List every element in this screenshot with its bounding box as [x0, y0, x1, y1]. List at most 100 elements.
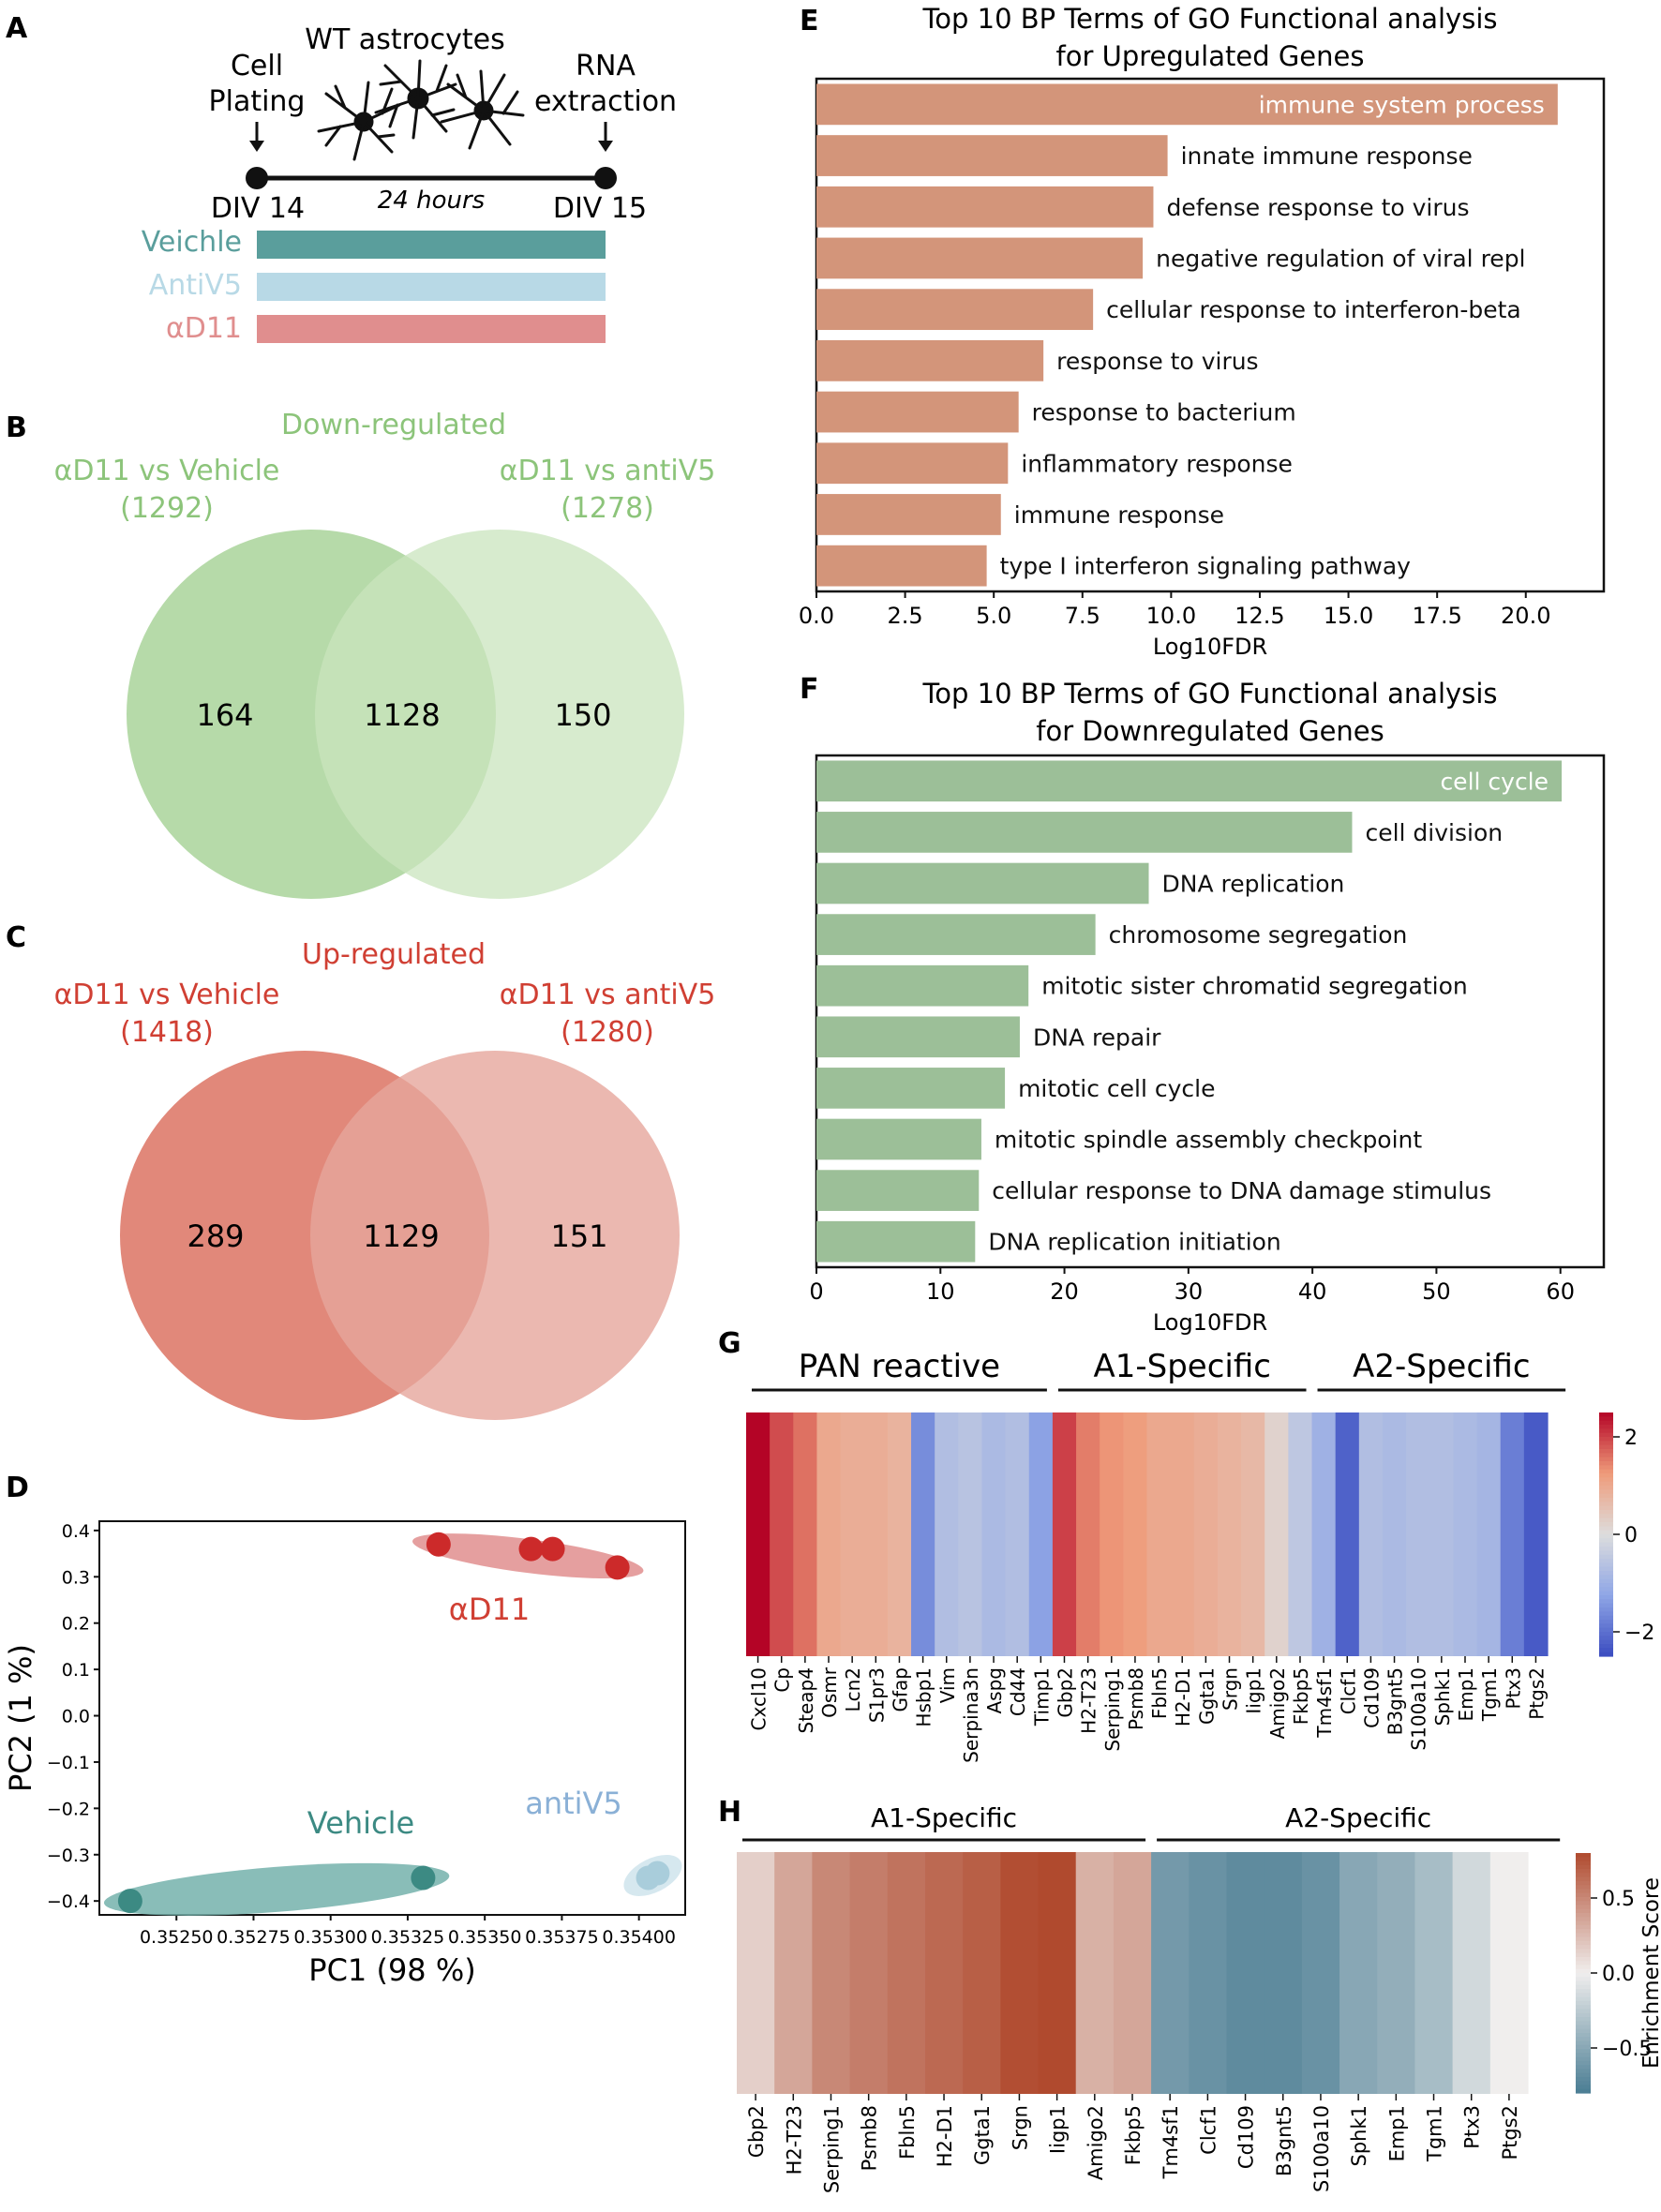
venn-up-right-total: (1280) [561, 1016, 654, 1049]
bar-label: immune response [1014, 501, 1224, 529]
bar [816, 186, 1154, 228]
y-tick-label: 0.2 [62, 1614, 90, 1635]
x-tick-label: 0.35325 [371, 1927, 445, 1948]
group-label-vehicle: Veichle [142, 226, 242, 259]
gene-label: Serping1 [820, 2105, 843, 2193]
group-label: A2-Specific [1285, 1802, 1431, 1833]
bar-label: inflammatory response [1021, 450, 1293, 477]
x-tick-label: 0.35250 [140, 1927, 214, 1948]
x-axis-label: Log10FDR [1153, 634, 1267, 660]
colorbar-segment [1599, 1587, 1613, 1592]
gene-label: Cd109 [1360, 1667, 1383, 1728]
gene-label: B3gnt5 [1273, 2105, 1295, 2176]
heatmap-cell [774, 1852, 813, 2094]
panel-letter-c: C [6, 921, 26, 954]
colorbar-segment [1576, 1984, 1591, 1990]
colorbar-segment [1599, 1595, 1613, 1600]
venn-down-right-total: (1278) [561, 492, 654, 525]
div-end-label: DIV 15 [553, 192, 647, 225]
pca-layer: 0.35250 0.35275 0.35300 0.35325 0.35350 0.353… [3, 1521, 682, 1988]
heatmap-cell [1523, 1412, 1549, 1656]
colorbar-segment [1599, 1461, 1613, 1466]
heatmap-cell [746, 1412, 771, 1656]
y-tick-label: −0.4 [47, 1891, 90, 1912]
gene-label: Gbp2 [1054, 1667, 1076, 1718]
x-axis-label: PC1 (98 %) [308, 1952, 475, 1988]
group-label-antiv5: AntiV5 [149, 269, 242, 302]
colorbar-segment [1599, 1534, 1613, 1539]
colorbar-segment [1599, 1566, 1613, 1572]
data-point [117, 1889, 142, 1914]
heatmap-cell [1113, 1852, 1152, 2094]
colorbar-segment [1599, 1652, 1613, 1657]
venn-up-title: Up-regulated [302, 938, 486, 971]
heatmap-cell [1453, 1412, 1478, 1656]
colorbar-segment [1576, 1864, 1591, 1870]
heatmap-cell [1241, 1412, 1265, 1656]
gene-label: H2-T23 [783, 2105, 805, 2175]
pca-plot-frame [98, 1520, 686, 1916]
gene-label: Lcn2 [842, 1667, 864, 1712]
bar [816, 1068, 1006, 1109]
colorbar-segment [1576, 1965, 1591, 1970]
chart-title: for Upregulated Genes [1056, 40, 1365, 72]
heatmap-cell [924, 1852, 964, 2094]
colorbar-segment [1599, 1644, 1613, 1649]
heatmap-cell [1264, 1852, 1303, 2094]
gene-label: Ptx3 [1502, 1667, 1524, 1709]
colorbar-segment [1599, 1627, 1613, 1633]
colorbar-segment [1576, 2028, 1591, 2034]
colorbar-segment [1576, 2025, 1591, 2030]
colorbar-segment [1576, 2016, 1591, 2022]
colorbar-segment [1599, 1550, 1613, 1556]
heatmap-cell [1489, 1852, 1529, 2094]
gene-label: Timp1 [1030, 1667, 1053, 1726]
colorbar-segment [1576, 2021, 1591, 2026]
colorbar-segment [1576, 1929, 1591, 1934]
bar [816, 494, 1001, 535]
colorbar-segment [1599, 1493, 1613, 1499]
panel-letter-b: B [6, 411, 27, 444]
panel-letter-e: E [800, 5, 819, 37]
gene-label: Cp [771, 1667, 794, 1693]
colorbar-segment [1599, 1465, 1613, 1471]
x-tick-label: 15.0 [1324, 603, 1373, 629]
colorbar-segment [1576, 2081, 1591, 2086]
colorbar-segment [1599, 1547, 1613, 1551]
colorbar-segment [1599, 1575, 1613, 1580]
venn-up-right-name: αD11 vs antiV5 [500, 979, 716, 1011]
heatmap-cell [770, 1412, 794, 1656]
colorbar-segment [1576, 1917, 1591, 1922]
heatmap-cell [1377, 1852, 1416, 2094]
colorbar-segment [1599, 1453, 1613, 1458]
gene-label: Tgm1 [1478, 1667, 1501, 1722]
gene-label: Fkbp5 [1290, 1667, 1312, 1725]
gene-label: Cd109 [1235, 2105, 1258, 2169]
venn-down-left-total: (1292) [120, 492, 214, 525]
colorbar-segment [1576, 1949, 1591, 1954]
div-start-label: DIV 14 [211, 192, 305, 225]
bar-label: negative regulation of viral repl [1156, 245, 1525, 272]
x-tick-label: 2.5 [888, 603, 923, 629]
y-tick-label: −0.1 [47, 1753, 90, 1773]
x-tick-label: 50 [1422, 1278, 1451, 1305]
bar-label: cellular response to DNA damage stimulus [992, 1177, 1491, 1204]
x-tick-label: 5.0 [976, 603, 1011, 629]
colorbar-segment [1576, 1968, 1591, 1974]
astrocyte-icon [317, 59, 525, 161]
arrow-down-icon [249, 122, 264, 152]
venn-down-left-only: 164 [196, 697, 253, 733]
y-tick-label: −0.2 [47, 1799, 90, 1819]
colorbar-segment [1599, 1542, 1613, 1547]
colorbar-segment [1599, 1510, 1613, 1515]
heatmap-cell [1075, 1852, 1115, 2094]
colorbar-segment [1576, 2072, 1591, 2078]
colorbar-segment [1599, 1441, 1613, 1446]
heatmap-cell [963, 1852, 1001, 2094]
gene-label: Psmb8 [1125, 1667, 1147, 1730]
colorbar-segment [1576, 2000, 1591, 2006]
group-label-ad11: αD11 [166, 312, 242, 345]
colorbar-segment [1599, 1623, 1613, 1629]
chart-title: Top 10 BP Terms of GO Functional analysi… [922, 3, 1498, 35]
